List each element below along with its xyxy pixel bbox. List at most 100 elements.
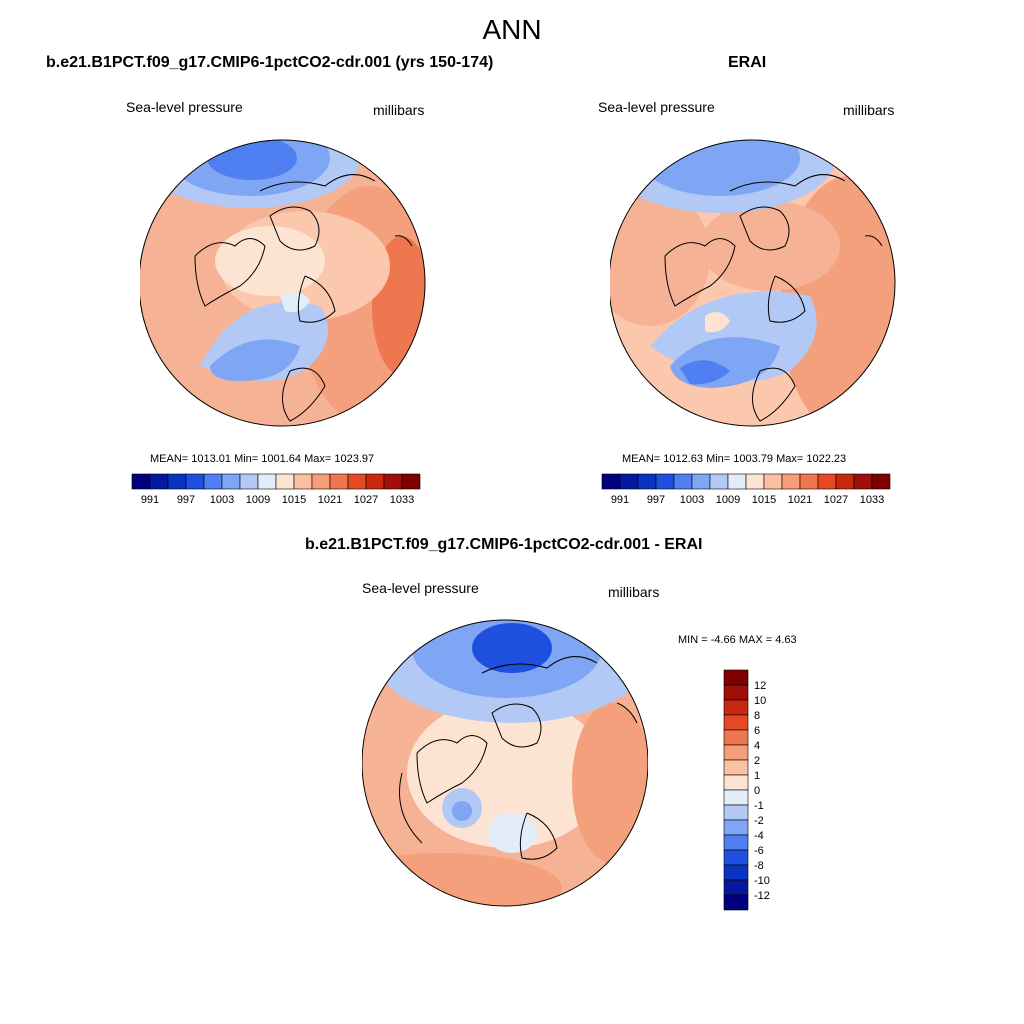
panel2-colorbar-swatch	[763, 473, 783, 490]
panel3-colorbar-tick-label: 0	[754, 785, 760, 797]
panel2-colorbar-tick-label: 1015	[752, 494, 776, 506]
panel1-colorbar-tick-label: 1003	[210, 494, 234, 506]
panel1-colorbar-tick-label: 1033	[390, 494, 414, 506]
panel2-colorbar-swatch	[871, 473, 891, 490]
panel2-colorbar-tick-label: 1021	[788, 494, 812, 506]
panel2-colorbar-swatch	[601, 473, 621, 490]
panel3-colorbar-tick-label: -12	[754, 890, 770, 902]
panel1-colorbar-swatch	[383, 473, 403, 490]
panel3-map-border	[362, 619, 648, 907]
panel3-colorbar-swatch	[723, 729, 749, 746]
panel1-colorbar-swatch	[239, 473, 259, 490]
panel1-colorbar-tick-label: 1009	[246, 494, 270, 506]
panel2-colorbar-swatch	[781, 473, 801, 490]
panel2-units: millibars	[843, 102, 895, 118]
panel3-colorbar-swatch	[723, 879, 749, 896]
panel2-colorbar-tick-label: 997	[647, 494, 665, 506]
panel3-colorbar-swatch	[723, 699, 749, 716]
panel2-map-border	[610, 139, 896, 427]
panel2-colorbar-swatch	[817, 473, 837, 490]
panel1-map-border	[140, 139, 426, 427]
panel3-colorbar-swatch	[723, 714, 749, 731]
panel1-region	[280, 292, 310, 313]
panel2-colorbar-tick-label: 1003	[680, 494, 704, 506]
panel3-colorbar-swatch	[723, 834, 749, 851]
panel3-colorbar-swatch	[723, 849, 749, 866]
panel3-map	[362, 619, 648, 907]
panel1-colorbar-swatch	[401, 473, 421, 490]
panel3-colorbar-swatch	[723, 759, 749, 776]
panel3-coastline	[481, 656, 598, 674]
panel1-colorbar-tick-label: 991	[141, 494, 159, 506]
panel1-colorbar-tick-label: 997	[177, 494, 195, 506]
panel3-colorbar-swatch	[723, 894, 749, 911]
panel3-colorbar-tick-label: -10	[754, 875, 770, 887]
panel3-colorbar-tick-label: -1	[754, 800, 764, 812]
panel3-colorbar-tick-label: 4	[754, 740, 760, 752]
panel3-colorbar-swatch	[723, 819, 749, 836]
panel3-colorbar-tick-label: 6	[754, 725, 760, 737]
panel2-colorbar-swatch	[619, 473, 639, 490]
panel1-colorbar: 991 997 1003 1009 1015 1021 1027 1033	[131, 473, 421, 506]
panel2-coastline	[767, 275, 806, 323]
panel1-map	[140, 139, 426, 427]
panel1-colorbar-tick-label: 1021	[318, 494, 342, 506]
panel2-colorbar-tick-label: 1033	[860, 494, 884, 506]
panel3-colorbar-swatch	[723, 684, 749, 701]
panel3-colorbar-tick-label: 8	[754, 710, 760, 722]
panel2-colorbar-swatch	[799, 473, 819, 490]
panel1-region	[215, 226, 325, 296]
panel1-colorbar-swatch	[311, 473, 331, 490]
panel3-strongest-negative-anomaly	[472, 623, 552, 673]
panel2-map	[610, 139, 896, 427]
panel1-colorbar-tick-label: 1015	[282, 494, 306, 506]
panel1-colorbar-swatch	[293, 473, 313, 490]
panel2-colorbar-swatch	[655, 473, 675, 490]
panel3-colorbar-tick-label: -4	[754, 830, 764, 842]
panel1-coastline	[282, 367, 326, 422]
panel3-colorbar-tick-label: -6	[754, 845, 764, 857]
panel3-stats: MIN = -4.66 MAX = 4.63	[678, 634, 797, 646]
panel1-colorbar-swatch	[131, 473, 151, 490]
panel3-coastline	[416, 735, 488, 804]
panel2-variable: Sea-level pressure	[598, 99, 715, 115]
panel1-colorbar-swatch	[275, 473, 295, 490]
panel3-colorbar-tick-label: 2	[754, 755, 760, 767]
panel3-colorbar-tick-label: 1	[754, 770, 760, 782]
panel2-aleutian-low	[640, 140, 800, 196]
panel1-colorbar-swatch	[149, 473, 169, 490]
panel2-colorbar-swatch	[673, 473, 693, 490]
panel3-coastline	[616, 702, 638, 724]
panel1-colorbar-swatch	[329, 473, 349, 490]
panel1-colorbar-swatch	[221, 473, 241, 490]
panel3-colorbar-swatch	[723, 744, 749, 761]
panel2-title: ERAI	[728, 54, 767, 71]
panel3-units: millibars	[608, 584, 660, 600]
panel3-region	[572, 703, 648, 863]
panel2-colorbar: 991 997 1003 1009 1015 1021 1027 1033	[601, 473, 891, 506]
panel1-coastline	[259, 174, 376, 192]
panel3-coastline	[519, 812, 558, 860]
panel1-title: b.e21.B1PCT.f09_g17.CMIP6-1pctCO2-cdr.00…	[46, 54, 494, 71]
panel1-colorbar-swatch	[257, 473, 277, 490]
panel2-colorbar-swatch	[745, 473, 765, 490]
panel2-colorbar-tick-label: 1009	[716, 494, 740, 506]
panel3-region	[487, 813, 537, 853]
panel1-units: millibars	[373, 102, 425, 118]
panel1-variable: Sea-level pressure	[126, 99, 243, 115]
panel2-coastline	[752, 367, 796, 422]
panel1-colorbar-swatch	[167, 473, 187, 490]
panel3-colorbar-tick-label: 10	[754, 695, 766, 707]
panel2-icelandic-low	[680, 360, 730, 385]
panel1-colorbar-tick-label: 1027	[354, 494, 378, 506]
panel1-icelandic-low	[210, 339, 300, 381]
panel3-coastline	[491, 703, 542, 748]
panel2-colorbar-swatch	[835, 473, 855, 490]
panel2-colorbar-swatch	[637, 473, 657, 490]
panel2-coastline	[864, 235, 883, 247]
panel2-coastline	[729, 174, 846, 192]
panel3-variable: Sea-level pressure	[362, 580, 479, 596]
panel3-colorbar-swatch	[723, 669, 749, 686]
panel2-colorbar-swatch	[691, 473, 711, 490]
